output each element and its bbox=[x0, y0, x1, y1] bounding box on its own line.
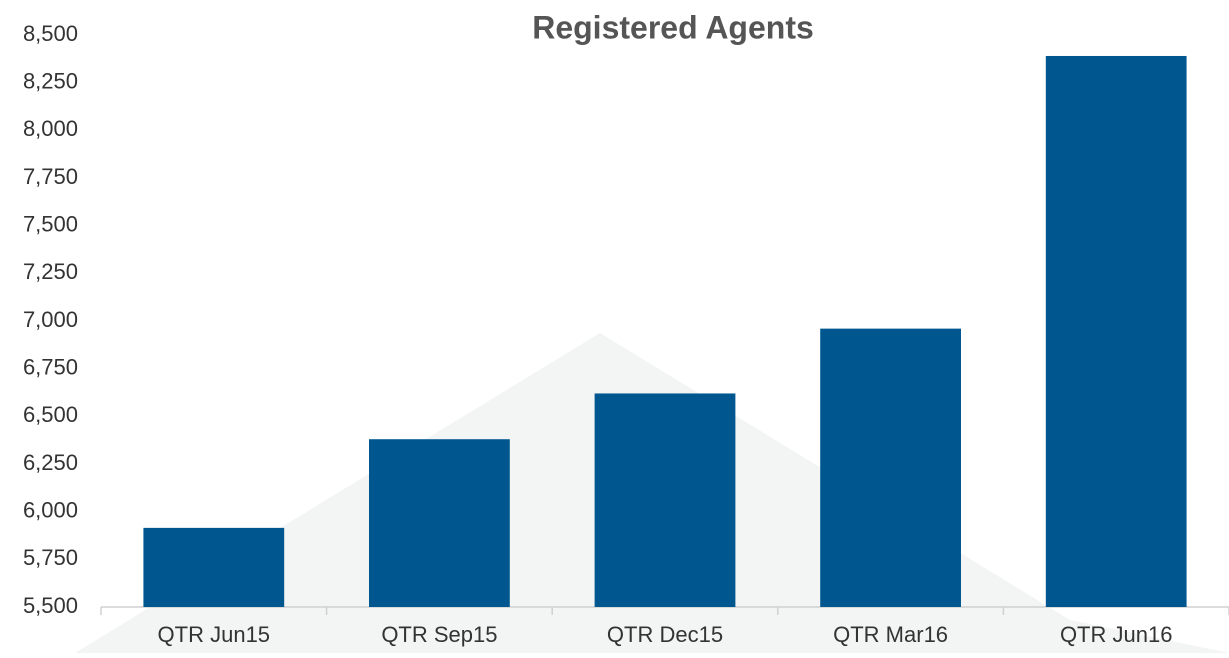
x-tick-label: QTR Dec15 bbox=[607, 622, 723, 647]
x-tick-label: QTR Mar16 bbox=[833, 622, 948, 647]
y-tick-label: 7,250 bbox=[23, 259, 78, 284]
y-tick-label: 7,000 bbox=[23, 307, 78, 332]
y-tick-label: 5,500 bbox=[23, 593, 78, 618]
y-tick-label: 5,750 bbox=[23, 545, 78, 570]
bar bbox=[820, 328, 961, 607]
y-tick-label: 8,250 bbox=[23, 68, 78, 93]
y-tick-label: 8,500 bbox=[23, 21, 78, 46]
x-tick-label: QTR Jun16 bbox=[1060, 622, 1173, 647]
y-tick-label: 7,500 bbox=[23, 211, 78, 236]
chart-title: Registered Agents bbox=[532, 9, 814, 45]
bar bbox=[1045, 55, 1187, 608]
x-tick-label: QTR Sep15 bbox=[381, 622, 497, 647]
y-tick-label: 6,250 bbox=[23, 450, 78, 475]
x-tick-label: QTR Jun15 bbox=[158, 622, 271, 647]
bar bbox=[369, 439, 510, 607]
y-tick-label: 7,750 bbox=[23, 164, 78, 189]
y-tick-label: 8,000 bbox=[23, 116, 78, 141]
bar bbox=[594, 393, 736, 607]
y-tick-label: 6,750 bbox=[23, 354, 78, 379]
y-tick-label: 6,000 bbox=[23, 497, 78, 522]
bar bbox=[143, 527, 285, 607]
y-tick-label: 6,500 bbox=[23, 402, 78, 427]
